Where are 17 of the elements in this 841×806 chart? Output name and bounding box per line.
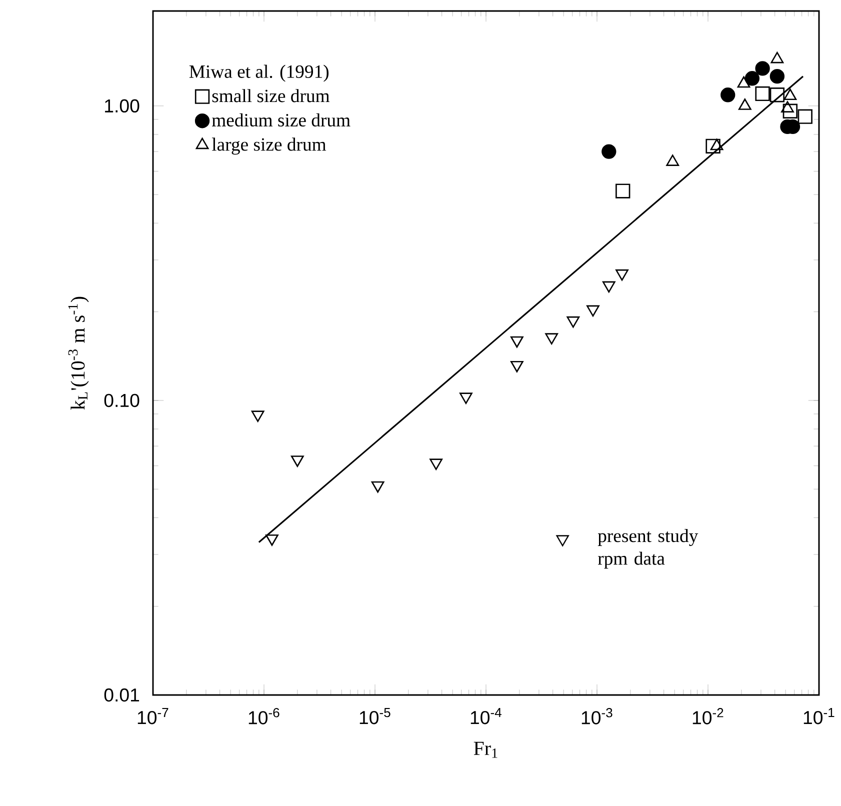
legend-label: small size drum xyxy=(212,89,330,102)
x-tick-label: 10$^{-7}$ xyxy=(138,708,168,724)
y-tick-label: 0.01 xyxy=(104,688,140,702)
legend-label: medium size drum xyxy=(212,113,350,127)
x-tick-label: 10$^{-5}$ xyxy=(360,708,390,724)
x-tick-label: 10$^{-4}$ xyxy=(470,708,502,724)
y-tick-label: 1.00 xyxy=(105,99,140,113)
x-tick-label: 10$^{-6}$ xyxy=(248,708,280,724)
x-tick-label: 10$^{-3}$ xyxy=(582,708,612,724)
x-axis-title: Fr$_{1}$ xyxy=(474,742,498,758)
y-tick-label: 0.10 xyxy=(104,394,140,408)
legend-label: large size drum xyxy=(212,138,326,155)
legend-title: Miwa et al. (1991) xyxy=(189,64,329,82)
y-axis-title: k$_{L}$'(10$^{-3}$ m s$^{-1}$) xyxy=(68,296,89,410)
legend-label: present study rpm data xyxy=(598,529,698,569)
x-tick-label: 10$^{-1}$ xyxy=(804,708,834,724)
x-tick-label: 10$^{-2}$ xyxy=(692,708,724,724)
